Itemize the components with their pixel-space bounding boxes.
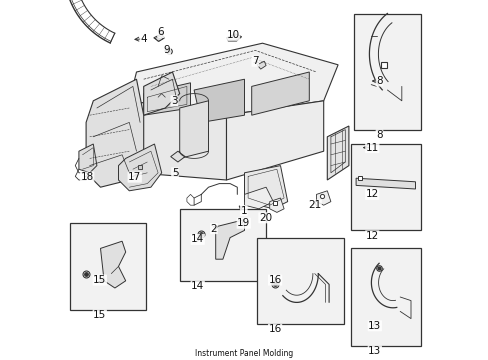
Polygon shape — [153, 34, 164, 41]
Text: 2: 2 — [210, 224, 217, 234]
Polygon shape — [143, 72, 179, 115]
Polygon shape — [316, 191, 330, 205]
Polygon shape — [244, 187, 273, 209]
Text: 13: 13 — [367, 346, 381, 356]
Text: 19: 19 — [237, 218, 250, 228]
Text: 5: 5 — [171, 168, 178, 178]
Text: 14: 14 — [191, 234, 204, 244]
Polygon shape — [326, 126, 348, 180]
Bar — [350, 144, 420, 230]
Text: 8: 8 — [375, 130, 382, 140]
Text: 12: 12 — [365, 189, 378, 199]
Text: 18: 18 — [81, 172, 94, 182]
Polygon shape — [79, 144, 97, 173]
Polygon shape — [244, 166, 287, 209]
Text: 4: 4 — [140, 34, 147, 44]
Polygon shape — [101, 241, 125, 288]
Text: 12: 12 — [365, 231, 378, 241]
Polygon shape — [355, 178, 415, 189]
Text: 6: 6 — [157, 27, 164, 37]
Text: 16: 16 — [268, 324, 281, 334]
Bar — [350, 248, 420, 346]
Polygon shape — [215, 220, 244, 259]
Polygon shape — [251, 72, 309, 115]
Polygon shape — [143, 83, 190, 115]
Polygon shape — [226, 101, 323, 180]
Text: 21: 21 — [307, 200, 321, 210]
Text: 15: 15 — [93, 310, 106, 320]
Bar — [70, 223, 145, 310]
Polygon shape — [194, 79, 244, 122]
Text: 7: 7 — [251, 56, 258, 66]
Polygon shape — [129, 101, 226, 180]
Polygon shape — [257, 61, 265, 69]
Text: 10: 10 — [226, 30, 239, 40]
Text: 11: 11 — [365, 143, 378, 153]
Text: 13: 13 — [367, 321, 381, 331]
Text: Instrument Panel Molding: Instrument Panel Molding — [195, 349, 293, 358]
Text: 17: 17 — [128, 172, 141, 182]
Polygon shape — [179, 101, 208, 158]
Bar — [353, 14, 420, 130]
Polygon shape — [118, 144, 162, 191]
Polygon shape — [226, 34, 241, 41]
Text: 9: 9 — [163, 45, 170, 55]
Polygon shape — [269, 198, 284, 212]
Text: 14: 14 — [191, 281, 204, 291]
Bar — [179, 209, 265, 281]
Bar — [257, 238, 343, 324]
Text: 15: 15 — [93, 275, 106, 285]
Text: 1: 1 — [240, 206, 246, 216]
Text: 3: 3 — [171, 96, 177, 106]
Text: 20: 20 — [258, 213, 271, 223]
Polygon shape — [129, 43, 337, 115]
Polygon shape — [86, 79, 143, 187]
Text: 8: 8 — [375, 76, 382, 86]
Text: 16: 16 — [268, 275, 281, 285]
Polygon shape — [170, 151, 185, 162]
